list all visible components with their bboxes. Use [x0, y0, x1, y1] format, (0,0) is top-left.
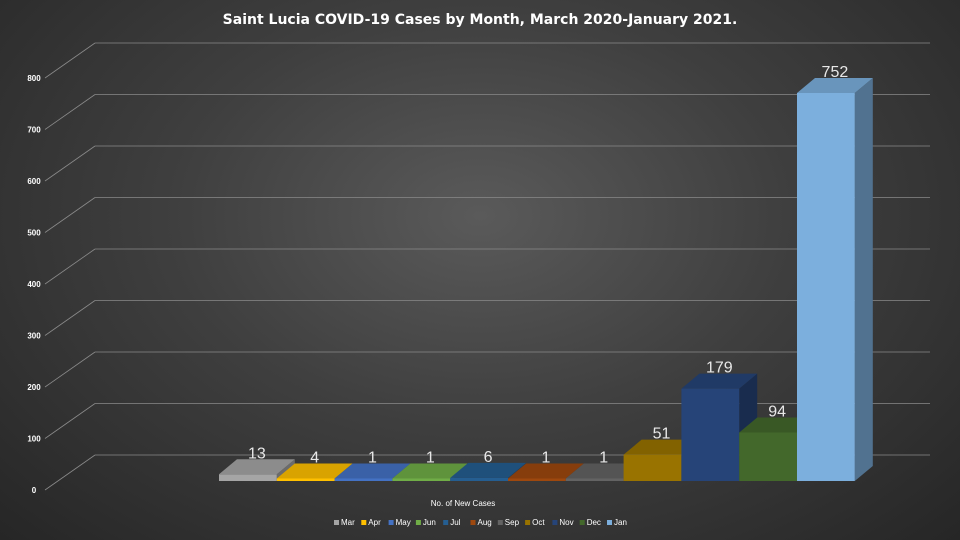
legend-swatch [552, 520, 558, 525]
bar-top [219, 459, 295, 475]
legend-item-nov: Nov [552, 518, 574, 527]
data-label: 1 [426, 450, 435, 467]
bar-top [392, 463, 469, 479]
legend-label: Aug [478, 518, 492, 527]
bar-front [508, 478, 566, 481]
legend-swatch [497, 520, 503, 525]
legend-label: Jan [614, 518, 627, 527]
legend-label: Nov [559, 518, 573, 527]
gridline-depth [44, 403, 96, 439]
bar-front [219, 474, 277, 481]
gridline-depth [44, 300, 96, 336]
gridline-depth [44, 248, 96, 285]
legend-swatch [525, 520, 531, 525]
bar-top [276, 463, 353, 479]
bar-top [565, 463, 642, 479]
data-label: 1 [541, 450, 550, 467]
legend-swatch [415, 520, 421, 525]
legend-swatch [443, 520, 449, 525]
gridline-depth [44, 145, 96, 182]
gridline-depth [44, 42, 96, 79]
data-label: 94 [768, 404, 786, 421]
legend-item-oct: Oct [525, 518, 545, 527]
gridlines [44, 42, 930, 491]
bar-front [276, 478, 335, 481]
legend-item-jul: Jul [443, 518, 461, 527]
data-label: 1 [368, 450, 377, 467]
y-tick-label: 600 [27, 177, 41, 186]
data-label: 4 [310, 450, 319, 467]
y-axis-ticks: 0 100 200 300 400 500 600 700 800 [27, 74, 41, 495]
gridline-depth [44, 454, 96, 491]
legend-label: Jul [450, 518, 460, 527]
y-tick-label: 200 [27, 383, 41, 392]
bar-side [854, 78, 873, 481]
bar-top [334, 463, 411, 479]
legend-label: Oct [532, 518, 545, 527]
legend-swatch [361, 520, 367, 525]
bar-front [797, 93, 855, 481]
bar-front [623, 454, 682, 481]
legend-item-jun: Jun [415, 518, 436, 527]
y-tick-label: 700 [27, 126, 41, 135]
bar-front [392, 478, 451, 481]
legend-swatch [579, 520, 585, 525]
gridline-depth [44, 351, 96, 388]
bar-front [739, 432, 797, 481]
gridline-depth [44, 197, 96, 233]
legend-label: Sep [505, 518, 520, 527]
bar-top [623, 439, 700, 455]
bar-front [334, 478, 393, 481]
legend-item-jan: Jan [607, 518, 627, 527]
legend-swatch [607, 520, 612, 525]
legend-label: Apr [368, 518, 381, 527]
bar-top [739, 417, 815, 433]
data-label: 752 [822, 64, 849, 81]
gridline-depth [44, 94, 96, 130]
bar-top [508, 463, 584, 479]
legend-item-aug: Aug [470, 518, 492, 527]
data-label: 179 [706, 360, 733, 377]
legend-label: Jun [423, 518, 436, 527]
bar-front [565, 478, 624, 481]
legend-item-sep: Sep [497, 518, 520, 527]
data-label: 13 [248, 445, 266, 462]
legend-item-mar: Mar [334, 518, 355, 527]
legend-item-may: May [388, 518, 411, 527]
legend-swatch [470, 520, 476, 525]
legend-item-dec: Dec [579, 518, 601, 527]
legend-swatch [334, 520, 339, 525]
y-tick-label: 0 [32, 486, 37, 495]
bar-front [681, 388, 740, 481]
legend-label: Dec [587, 518, 601, 527]
bars [219, 78, 873, 481]
bar-front [450, 477, 508, 481]
bar-top [450, 462, 526, 478]
bar-top [681, 373, 758, 389]
legend-swatch [388, 520, 394, 525]
data-label: 1 [599, 450, 608, 467]
x-axis-label: No. of New Cases [431, 499, 495, 508]
data-label: 51 [653, 426, 671, 443]
bar-top [797, 78, 873, 93]
y-tick-label: 100 [27, 435, 41, 444]
bar-jan [797, 78, 873, 481]
chart-title: Saint Lucia COVID-19 Cases by Month, Mar… [223, 12, 738, 28]
legend-item-apr: Apr [361, 518, 381, 527]
legend: Mar Apr May Jun Jul Aug Sep Oct Nov Dec Jan [334, 518, 627, 527]
y-tick-label: 800 [27, 74, 41, 83]
y-tick-label: 500 [27, 229, 41, 238]
legend-label: Mar [341, 518, 355, 527]
data-label: 6 [484, 449, 493, 466]
legend-label: May [396, 518, 411, 527]
y-tick-label: 300 [27, 332, 41, 341]
y-tick-label: 400 [27, 280, 41, 289]
